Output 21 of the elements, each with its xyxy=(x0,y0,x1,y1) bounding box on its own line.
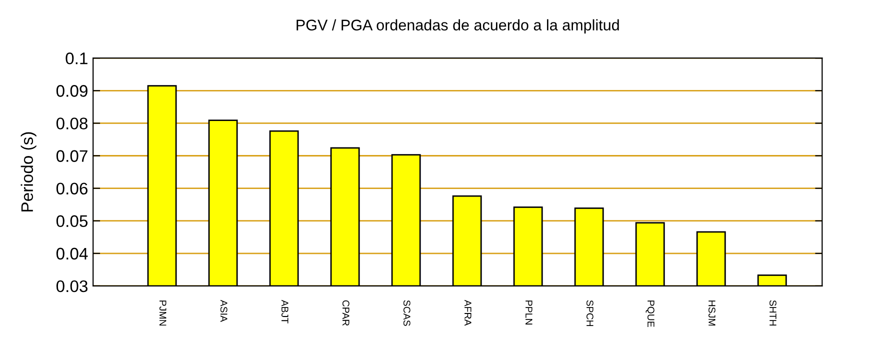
y-tick-label: 0.03 xyxy=(56,280,88,292)
x-tick-label: PJMN xyxy=(159,300,166,326)
y-tick-label: 0.06 xyxy=(56,182,88,195)
x-tick-label: CPAR xyxy=(342,300,350,326)
x-tick-label: HSJM xyxy=(708,300,716,326)
y-tick-label: 0.08 xyxy=(56,118,88,130)
x-tick-label: ASIA xyxy=(220,300,228,322)
chart-title: PGV / PGA ordenadas de acuerdo a la amplitud xyxy=(296,19,619,34)
y-axis-title: Periodo (s) xyxy=(20,132,36,212)
x-tick-label: PPLN xyxy=(526,300,532,324)
y-tick-label: 0.05 xyxy=(56,215,88,228)
x-tick-label: SCAS xyxy=(403,300,410,326)
x-tick-label: SPCH xyxy=(586,300,594,326)
x-tick-label: PQUE xyxy=(646,300,654,327)
y-tick-label: 0.07 xyxy=(56,150,88,162)
x-tick-label: AFRA xyxy=(464,300,472,326)
y-tick-label: 0.09 xyxy=(56,85,88,97)
y-tick-label: 0.04 xyxy=(56,248,88,260)
y-tick-label: 0.1 xyxy=(66,52,88,64)
x-tick-label: SHTH xyxy=(770,300,776,326)
x-tick-label: ABJT xyxy=(281,300,288,324)
